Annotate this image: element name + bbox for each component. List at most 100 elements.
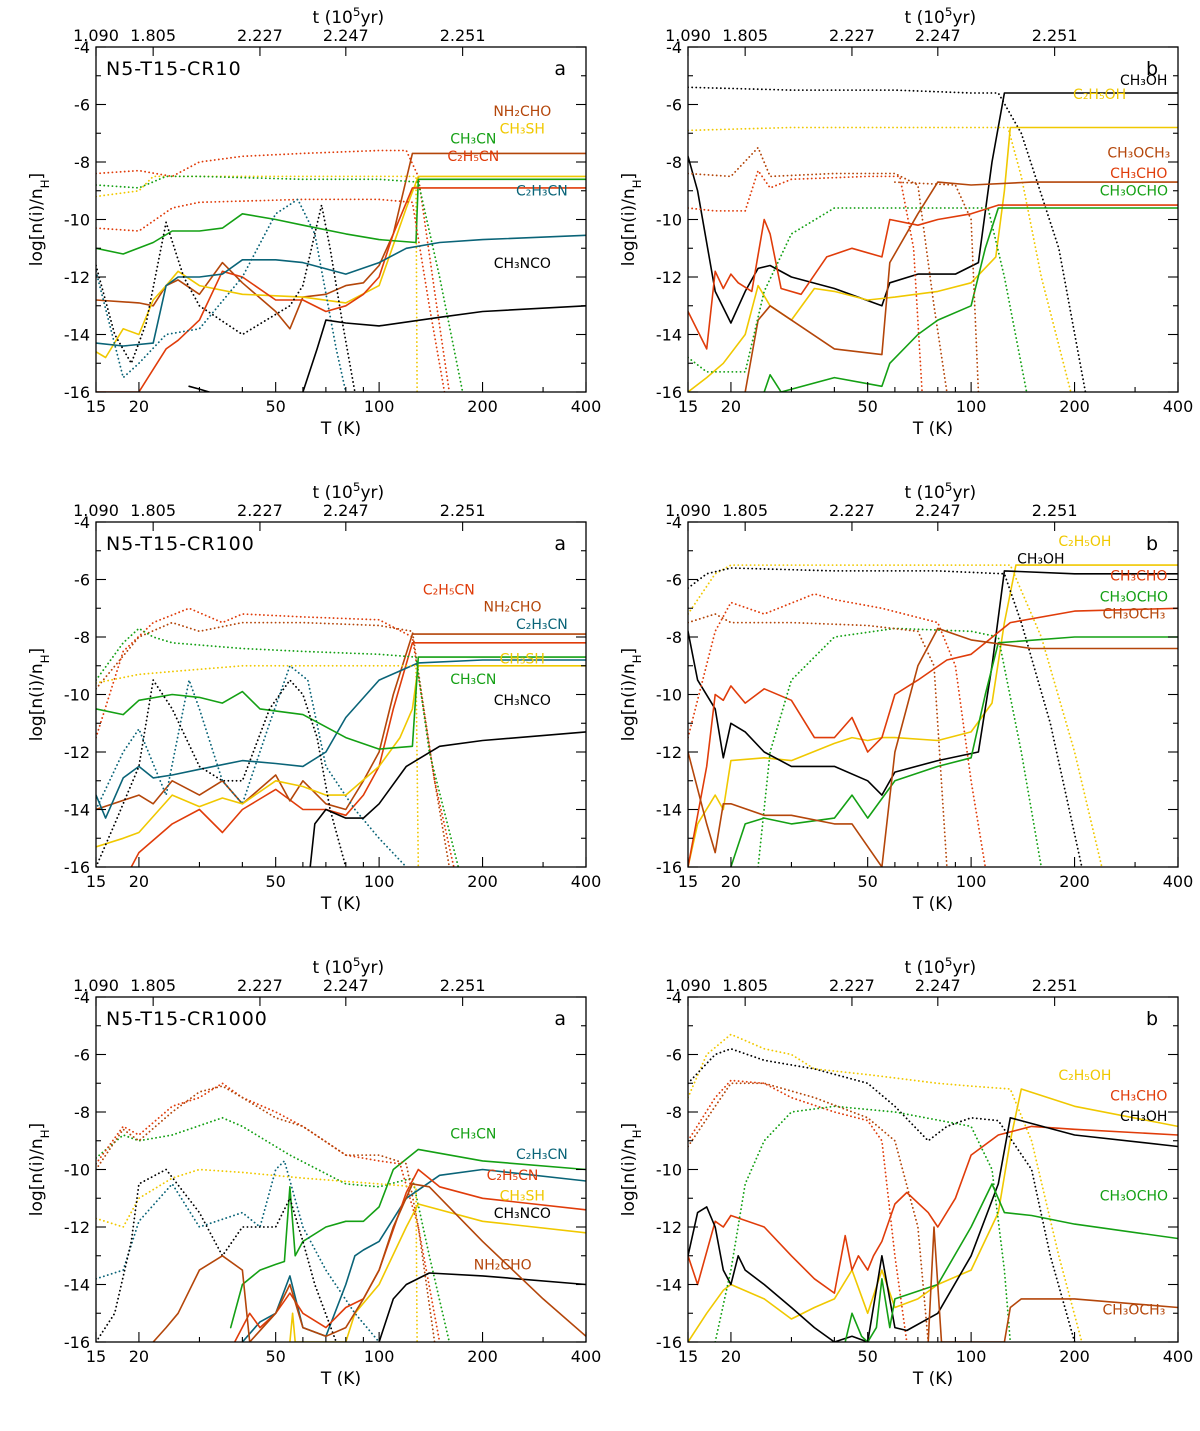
series-line — [688, 126, 1072, 392]
top-axis-title: t (105yr) — [905, 480, 977, 503]
top-tick-label: 2.251 — [1032, 501, 1078, 520]
x-tick-label: 50 — [265, 872, 285, 891]
x-tick-label: 100 — [364, 872, 395, 891]
top-tick-label: 2.227 — [829, 976, 875, 995]
top-axis-title: t (105yr) — [905, 5, 977, 28]
x-axis-title: T (K) — [912, 894, 953, 914]
series-label: C₂H₅CN — [423, 582, 475, 598]
top-tick-label: 2.247 — [323, 26, 369, 45]
series-label: CH₃SH — [500, 1189, 545, 1205]
series-line — [96, 175, 418, 392]
top-tick-label: 2.247 — [915, 976, 961, 995]
series-label: CH₃SH — [500, 121, 545, 137]
series-line — [757, 627, 1043, 867]
y-tick-label: -14 — [656, 1276, 682, 1295]
series-line — [688, 1088, 1178, 1342]
top-tick-label: 2.247 — [323, 501, 369, 520]
series-line — [688, 564, 1103, 867]
series-line — [302, 305, 586, 392]
x-tick-label: 20 — [721, 397, 741, 416]
top-tick-label: 1.805 — [130, 26, 176, 45]
series-label: CH₃OH — [1120, 73, 1167, 89]
series-line — [688, 627, 1178, 867]
series-line — [96, 234, 586, 347]
panel-letter: a — [554, 533, 566, 555]
series-label: CH₃OCHO — [1100, 1189, 1168, 1205]
y-tick-label: -12 — [64, 1218, 90, 1237]
y-tick-label: -6 — [74, 571, 90, 590]
series-line — [714, 1105, 1012, 1342]
x-tick-label: 15 — [86, 1347, 106, 1366]
x-tick-label: 200 — [1059, 1347, 1090, 1366]
series-line — [894, 181, 980, 392]
x-tick-label: 15 — [86, 397, 106, 416]
series-line — [96, 1085, 436, 1342]
x-tick-label: 400 — [571, 1347, 602, 1366]
series-group — [96, 607, 586, 867]
series-label: C₂H₅OH — [1058, 534, 1111, 550]
series-label: CH₃CN — [450, 672, 496, 688]
y-tick-label: -10 — [656, 211, 682, 230]
series-line — [96, 187, 586, 392]
series-line — [96, 664, 420, 867]
x-tick-label: 200 — [1059, 397, 1090, 416]
x-tick-label: 400 — [1163, 1347, 1194, 1366]
panel-1a: -16 -14 -12 -10 -8 -6 -4 15 20 50 100 200 400 1.090 1.… — [27, 5, 601, 439]
series-line — [96, 149, 451, 392]
series-label: CH₃CHO — [1110, 166, 1167, 182]
top-tick-label: 1.090 — [73, 501, 119, 520]
y-tick-label: -8 — [74, 628, 90, 647]
y-tick-label: -4 — [666, 988, 682, 1007]
series-line — [96, 665, 586, 848]
y-tick-label: -12 — [656, 743, 682, 762]
series-line — [96, 204, 356, 392]
series-line — [744, 181, 1178, 392]
y-tick-label: -4 — [666, 38, 682, 57]
series-line — [688, 1117, 1178, 1342]
y-tick-label: -16 — [656, 383, 682, 402]
panel-2a: -16 -14 -12 -10 -8 -6 -4 15 20 50 100 200 400 1.090 1.… — [27, 480, 601, 914]
series-line — [96, 1160, 380, 1342]
x-tick-label: 50 — [857, 397, 877, 416]
y-tick-label: -6 — [666, 96, 682, 115]
top-tick-label: 2.227 — [237, 976, 283, 995]
plot-frame — [687, 996, 1179, 1343]
series-label: C₂H₃CN — [516, 617, 568, 633]
panel-3a: -16 -14 -12 -10 -8 -6 -4 15 20 50 100 200 400 1.090 1.… — [27, 955, 601, 1389]
x-tick-label: 200 — [467, 872, 498, 891]
series-line — [96, 198, 446, 392]
series-line — [96, 178, 586, 255]
y-tick-label: -16 — [656, 1333, 682, 1352]
series-group — [688, 86, 1178, 392]
x-tick-label: 15 — [678, 872, 698, 891]
series-label: CH₃OH — [1017, 551, 1064, 567]
top-tick-label: 1.090 — [665, 976, 711, 995]
top-tick-label: 1.805 — [722, 26, 768, 45]
x-tick-label: 400 — [571, 397, 602, 416]
series-line — [688, 570, 1178, 796]
top-tick-label: 1.090 — [73, 26, 119, 45]
y-tick-label: -10 — [64, 211, 90, 230]
series-line — [688, 1047, 1076, 1342]
y-tick-label: -4 — [74, 38, 90, 57]
series-label: CH₃OH — [1120, 1109, 1167, 1125]
x-tick-label: 100 — [956, 872, 987, 891]
y-tick-label: -16 — [64, 858, 90, 877]
x-axis-title: T (K) — [912, 419, 953, 439]
y-tick-label: -16 — [64, 383, 90, 402]
y-axis-title: log[n(i)/nH] — [27, 173, 52, 266]
series-label: C₂H₅CN — [487, 1168, 539, 1184]
plot-frame — [95, 46, 587, 393]
x-tick-label: 15 — [678, 1347, 698, 1366]
y-axis-title: log[n(i)/nH] — [27, 1123, 52, 1216]
y-axis-title: log[n(i)/nH] — [619, 173, 644, 266]
y-tick-label: -10 — [656, 686, 682, 705]
y-tick-label: -16 — [656, 858, 682, 877]
y-tick-label: -14 — [64, 1276, 90, 1295]
panel-letter: a — [554, 58, 566, 80]
x-tick-label: 15 — [678, 397, 698, 416]
x-tick-label: 20 — [721, 1347, 741, 1366]
y-tick-label: -12 — [64, 268, 90, 287]
series-line — [378, 1272, 586, 1342]
series-line — [688, 204, 1178, 350]
